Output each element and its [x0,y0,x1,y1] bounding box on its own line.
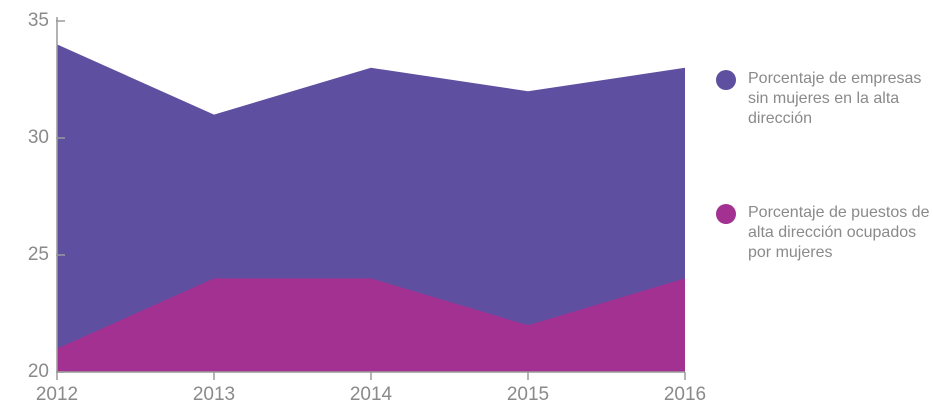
y-tick-label: 35 [28,10,49,31]
legend-item: Porcentaje de puestos de alta dirección … [716,203,931,263]
legend-swatch [716,204,736,224]
legend-item: Porcentaje de empresas sin mujeres en la… [716,69,931,129]
x-tick-label: 2016 [664,384,706,405]
area [57,278,685,372]
x-tick-label: 2012 [36,384,78,405]
legend-label: Porcentaje de empresas sin mujeres en la… [748,70,922,127]
legend-swatch [716,70,736,90]
legend-label: Porcentaje de puestos de alta dirección … [748,204,930,261]
x-tick-label: 2015 [507,384,549,405]
x-tick-label: 2013 [193,384,235,405]
y-tick-label: 20 [28,361,49,382]
x-tick-label: 2014 [350,384,393,405]
y-tick-label: 25 [28,244,49,265]
y-tick-label: 30 [28,127,49,148]
